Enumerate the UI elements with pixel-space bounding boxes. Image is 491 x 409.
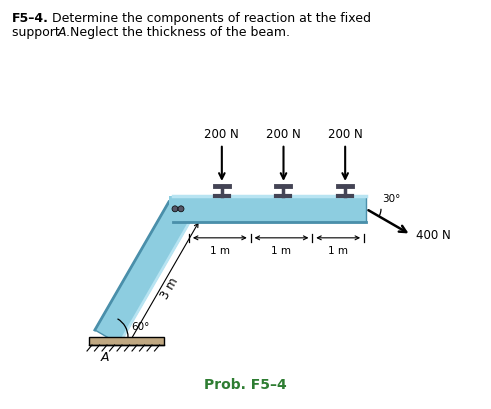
Polygon shape	[89, 337, 164, 345]
Text: 1 m: 1 m	[272, 245, 292, 255]
Text: 1 m: 1 m	[328, 245, 348, 255]
Text: Neglect the thickness of the beam.: Neglect the thickness of the beam.	[70, 26, 290, 39]
Text: 60°: 60°	[131, 321, 149, 331]
Text: 200 N: 200 N	[204, 128, 239, 140]
Text: 200 N: 200 N	[328, 128, 362, 140]
Text: A: A	[58, 26, 66, 39]
Text: $A$: $A$	[100, 351, 110, 364]
Polygon shape	[95, 202, 193, 344]
Text: 1 m: 1 m	[210, 245, 230, 255]
Text: support: support	[12, 26, 64, 39]
Circle shape	[178, 206, 184, 212]
Text: 200 N: 200 N	[266, 128, 301, 140]
Text: Determine the components of reaction at the fixed: Determine the components of reaction at …	[52, 12, 371, 25]
Text: 400 N: 400 N	[416, 229, 451, 242]
Text: 3 m: 3 m	[159, 275, 181, 301]
Text: F5–4.: F5–4.	[12, 12, 49, 25]
Text: Prob. F5–4: Prob. F5–4	[204, 377, 286, 391]
Polygon shape	[169, 196, 183, 222]
Polygon shape	[173, 196, 366, 222]
Circle shape	[172, 206, 178, 212]
Text: 30°: 30°	[382, 193, 400, 203]
Text: .: .	[66, 26, 70, 39]
